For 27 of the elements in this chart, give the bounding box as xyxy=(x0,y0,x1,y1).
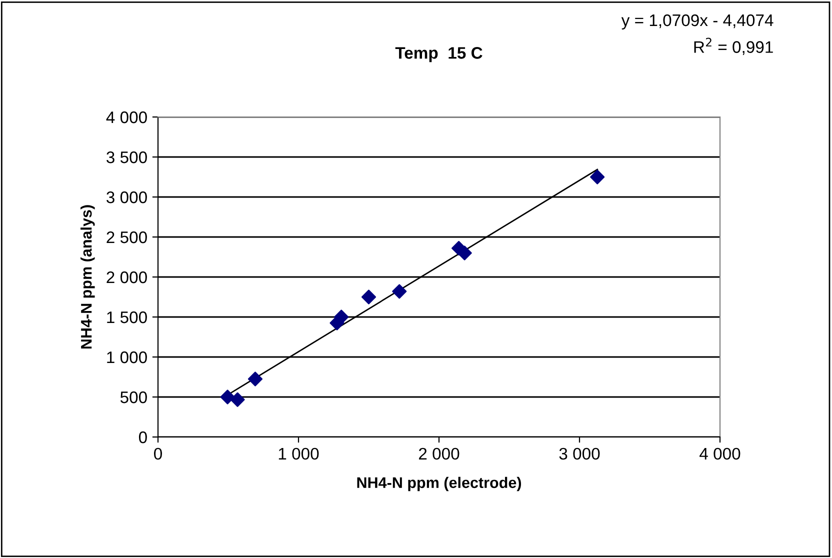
point xyxy=(334,310,349,324)
y-tick-label: 3 500 xyxy=(106,151,147,164)
y-tick-label: 4 000 xyxy=(106,111,147,124)
point xyxy=(230,392,245,407)
point xyxy=(248,372,263,386)
text: y = 1,0709x - 4,4074 xyxy=(621,14,774,30)
y-tick-label: 1 000 xyxy=(107,351,147,364)
point xyxy=(220,390,235,404)
y-tick-label: 3 000 xyxy=(106,191,147,204)
x-tick-label: 3 000 xyxy=(559,448,600,460)
chart-title: Temp 15 C xyxy=(395,47,482,62)
x-tick-label: 1 000 xyxy=(278,448,319,460)
y-tick-label: 0 xyxy=(138,431,147,444)
y-axis-title: NH4-N ppm (analys) xyxy=(80,205,95,349)
x-tick-label: 0 xyxy=(154,448,162,460)
text: R$^{2}$ = 0,991 xyxy=(694,38,773,55)
point xyxy=(590,170,605,184)
x-tick-label: 2 000 xyxy=(418,448,460,460)
point xyxy=(457,246,472,260)
point xyxy=(392,284,407,299)
y-tick-label: 500 xyxy=(120,391,147,404)
y-tick-label: 1 500 xyxy=(107,311,147,324)
y-tick-label: 2 500 xyxy=(106,231,147,244)
y-tick-label: 2 000 xyxy=(106,271,147,284)
x-axis-title: NH4-N ppm (electrode) xyxy=(357,476,522,492)
x-tick-label: 4 000 xyxy=(700,448,740,460)
point xyxy=(361,290,376,304)
